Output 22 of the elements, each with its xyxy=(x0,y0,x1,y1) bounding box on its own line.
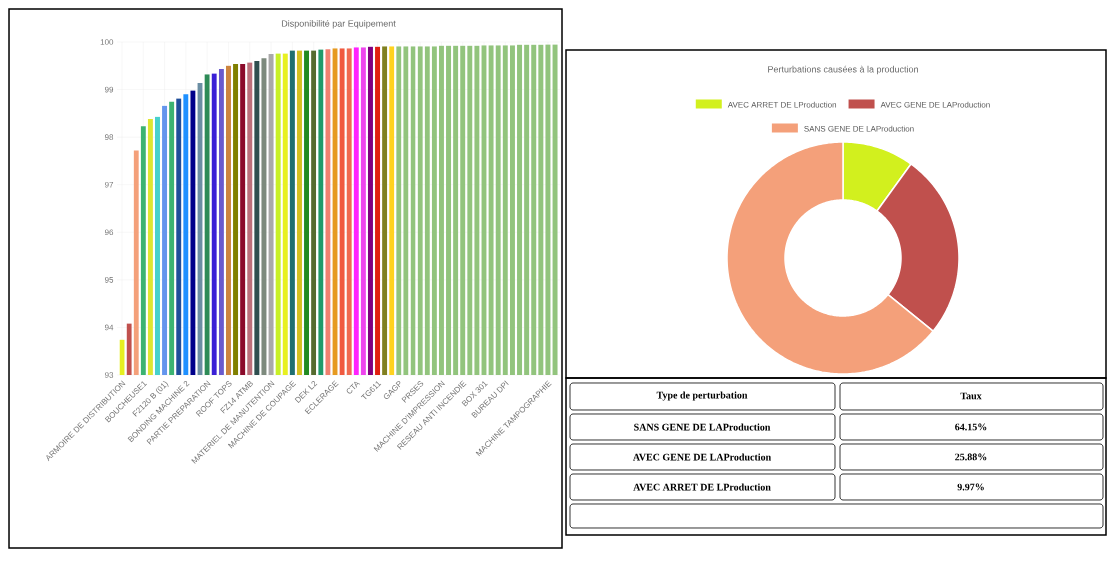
category-label: AVEC ARRET DE LProduction xyxy=(633,483,771,491)
y-tick-label: 93 xyxy=(104,372,114,378)
data-label: 9.97% xyxy=(957,483,984,491)
category-label: SANS GENE DE LAProduction xyxy=(634,423,771,431)
text: Taux xyxy=(960,392,982,400)
data-label: 25.88% xyxy=(955,453,987,461)
legend-label: SANS GENE DE LAProduction xyxy=(804,125,914,132)
y-tick-label: 97 xyxy=(104,181,114,188)
y-tick-label: 94 xyxy=(104,324,114,331)
text: Type de perturbation xyxy=(656,391,748,401)
y-tick-label: 96 xyxy=(104,229,114,236)
legend-label: AVEC ARRET DE LProduction xyxy=(727,101,837,108)
data-label: 64.15% xyxy=(955,423,987,431)
category-label: AVEC GENE DE LAProduction xyxy=(632,453,771,461)
y-tick-label: 99 xyxy=(104,86,114,93)
y-tick-label: 95 xyxy=(104,277,114,283)
y-tick-label: 98 xyxy=(104,134,114,140)
legend-label: AVEC GENE DE LAProduction xyxy=(880,101,990,108)
y-tick-label: 100 xyxy=(100,39,114,45)
x-tick-label: CTA xyxy=(346,381,361,394)
chart-title: Disponibilité par Equipement xyxy=(281,19,396,29)
chart-title: Perturbations causées à la production xyxy=(768,65,918,75)
